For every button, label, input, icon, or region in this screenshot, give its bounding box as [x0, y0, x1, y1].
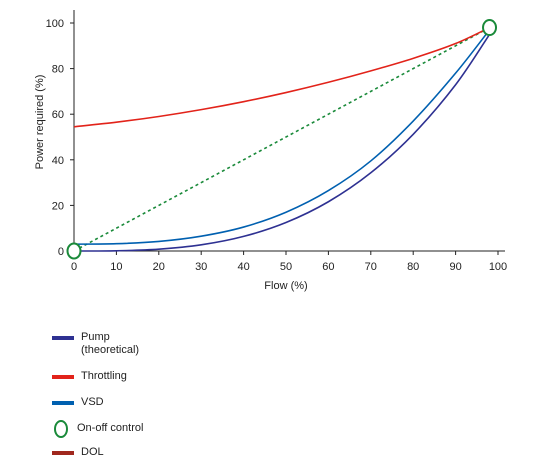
on-off-marker	[66, 242, 82, 260]
x-tick-label: 20	[153, 261, 165, 273]
x-tick-label: 100	[489, 261, 507, 273]
x-tick-label: 60	[322, 261, 334, 273]
legend-label-dol: DOL	[81, 446, 104, 458]
legend-item-vsd: VSD	[52, 396, 171, 409]
legend-label-pump: Pump (theoretical)	[81, 331, 140, 356]
legend-item-pump: Pump (theoretical)	[52, 331, 171, 357]
x-tick-label: 90	[449, 261, 461, 273]
marker-layer	[66, 19, 498, 260]
x-tick-label: 0	[71, 261, 77, 273]
y-axis-label: Power required (%)	[34, 75, 46, 170]
x-axis-label: Flow (%)	[264, 280, 307, 292]
y-tick-label: 80	[52, 64, 64, 76]
legend-swatch-dol	[52, 451, 74, 455]
legend-ring-icon	[54, 420, 68, 438]
series-line-throttling	[73, 26, 490, 128]
legend-swatch-throttling	[52, 375, 74, 379]
x-tick-label: 50	[280, 261, 292, 273]
y-tick-label: 40	[52, 155, 64, 167]
y-tick-label: 0	[58, 246, 64, 258]
x-tick-label: 30	[195, 261, 207, 273]
series-line-pump-theoretical	[73, 33, 491, 252]
legend-swatch-pump	[52, 336, 74, 340]
legend-label-on-off: On-off control	[77, 422, 144, 434]
x-tick-label: 70	[365, 261, 377, 273]
series-line-dol	[73, 26, 490, 252]
series-line-vsd	[73, 29, 491, 245]
y-tick-label: 60	[52, 109, 64, 121]
y-tick-label: 100	[46, 18, 64, 30]
legend-item-dol: DOL	[52, 446, 171, 459]
legend-swatch-vsd	[52, 401, 74, 405]
legend-label-throttling: Throttling	[81, 370, 127, 382]
x-tick-label: 10	[110, 261, 122, 273]
legend-label-vsd: VSD	[81, 396, 104, 408]
series-layer	[73, 26, 491, 252]
axes: 0 10 20 30 40 50 60 70 80 90 100 0 20 40 60 80 100	[46, 10, 507, 273]
x-tick-label: 40	[237, 261, 249, 273]
on-off-marker	[482, 19, 498, 37]
x-tick-label: 80	[407, 261, 419, 273]
legend-item-throttling: Throttling	[52, 370, 171, 383]
y-tick-label: 20	[52, 200, 64, 212]
legend-item-on-off: On-off control	[52, 420, 167, 438]
